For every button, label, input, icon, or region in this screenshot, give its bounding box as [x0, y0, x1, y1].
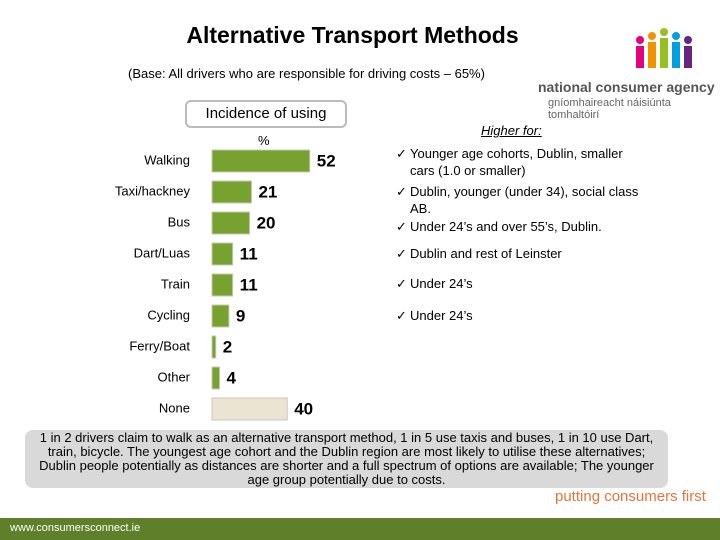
value-label: 40 — [294, 399, 313, 418]
value-label: 20 — [257, 213, 276, 232]
bar — [211, 211, 251, 235]
footer: www.consumersconnect.ie — [0, 518, 720, 540]
summary: 1 in 2 drivers claim to walk as an alter… — [25, 430, 668, 488]
tagline: putting consumers first — [555, 488, 706, 505]
logo-irish: gníomhaireacht náisiúnta tomhaltóirí — [548, 97, 671, 121]
bar — [211, 242, 234, 266]
bar — [211, 335, 217, 359]
category-label: Other — [157, 369, 190, 384]
category-label: Train — [161, 276, 190, 291]
category-label: Dart/Luas — [134, 245, 191, 260]
category-label: Bus — [168, 214, 191, 229]
value-label: 4 — [227, 368, 237, 387]
notes-title: Higher for: — [481, 123, 542, 138]
logo-figures — [636, 28, 692, 68]
note: Under 24’s — [396, 307, 646, 324]
bar — [211, 273, 234, 297]
bar — [211, 397, 288, 421]
bar — [211, 149, 311, 173]
value-label: 9 — [236, 306, 245, 325]
bar — [211, 366, 221, 390]
bar — [211, 304, 230, 328]
category-label: Cycling — [147, 307, 190, 322]
logo-name: national consumer agency — [538, 79, 715, 95]
value-label: 52 — [317, 151, 336, 170]
value-label: 2 — [223, 337, 232, 356]
category-label: None — [159, 400, 190, 415]
note: Under 24’s — [396, 275, 646, 292]
footer-url: www.consumersconnect.ie — [10, 522, 141, 534]
category-label: Taxi/hackney — [115, 183, 191, 198]
title: Alternative Transport Methods — [186, 22, 519, 48]
base-note: (Base: All drivers who are responsible f… — [128, 66, 485, 81]
note: Under 24’s and over 55’s, Dublin. — [396, 218, 646, 235]
category-label: Walking — [144, 152, 190, 167]
unit-label: % — [258, 133, 270, 148]
value-label: 11 — [240, 275, 258, 294]
value-label: 21 — [258, 182, 277, 201]
category-label: Ferry/Boat — [129, 338, 190, 353]
note: Dublin, younger (under 34), social class… — [396, 183, 646, 217]
bar — [211, 180, 252, 204]
note: Dublin and rest of Leinster — [396, 245, 646, 262]
note: Younger age cohorts, Dublin, smaller car… — [396, 145, 646, 179]
chart-title: Incidence of using — [185, 100, 347, 128]
value-label: 11 — [240, 244, 258, 263]
